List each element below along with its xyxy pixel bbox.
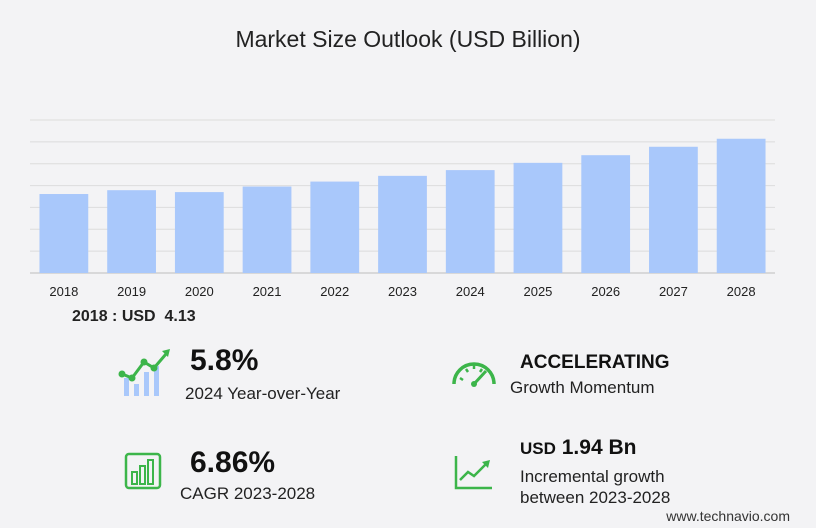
x-tick-label-2021: 2021 bbox=[253, 284, 282, 299]
incremental-currency: USD bbox=[520, 439, 556, 458]
base-year-value: 4.13 bbox=[164, 308, 196, 325]
x-tick-label-2028: 2028 bbox=[727, 284, 756, 299]
chart-title: Market Size Outlook (USD Billion) bbox=[235, 26, 581, 52]
x-tick-label-2022: 2022 bbox=[320, 284, 349, 299]
x-tick-label-2026: 2026 bbox=[591, 284, 620, 299]
incremental-value: USD 1.94 Bn bbox=[520, 436, 636, 460]
base-year-label: 2018 : USD 4.13 bbox=[72, 308, 196, 326]
x-tick-label-2025: 2025 bbox=[523, 284, 552, 299]
source-footer: www.technavio.com bbox=[666, 508, 790, 524]
x-tick-label-2027: 2027 bbox=[659, 284, 688, 299]
incremental-label-line2: between 2023-2028 bbox=[520, 488, 671, 507]
bar-2022 bbox=[310, 181, 360, 273]
bar-2025 bbox=[513, 162, 563, 273]
bar-2026 bbox=[581, 155, 631, 273]
base-year-prefix: 2018 : USD bbox=[72, 308, 156, 325]
bar-2020 bbox=[174, 192, 224, 273]
bar-2019 bbox=[107, 190, 156, 273]
bar-2024 bbox=[445, 170, 495, 273]
x-tick-label-2024: 2024 bbox=[456, 284, 485, 299]
cagr-label: CAGR 2023-2028 bbox=[180, 484, 316, 503]
yoy-value: 5.8% bbox=[190, 344, 259, 377]
x-tick-label-2018: 2018 bbox=[49, 284, 78, 299]
incremental-amount: 1.94 Bn bbox=[561, 436, 637, 459]
yoy-label: 2024 Year-over-Year bbox=[185, 384, 341, 403]
cagr-value: 6.86% bbox=[190, 446, 276, 479]
growth-chart-icon bbox=[118, 349, 170, 396]
speedometer-icon bbox=[452, 362, 496, 387]
x-tick-label-2020: 2020 bbox=[185, 284, 214, 299]
trend-line-icon bbox=[454, 456, 492, 490]
bar-chart: 2018 2019 2020 2021 2022 2023 2024 2025 2026 2027… bbox=[30, 119, 775, 299]
incremental-label: Incremental growth between 2023-2028 bbox=[520, 466, 670, 508]
x-tick-label-2019: 2019 bbox=[117, 284, 146, 299]
momentum-label: Growth Momentum bbox=[510, 378, 655, 397]
momentum-value: ACCELERATING bbox=[520, 352, 670, 373]
bar-2018 bbox=[39, 194, 89, 273]
bar-2028 bbox=[716, 138, 766, 273]
incremental-label-line1: Incremental growth bbox=[520, 467, 665, 486]
bar-2023 bbox=[378, 175, 427, 273]
x-tick-label-2023: 2023 bbox=[388, 284, 417, 299]
bar-2021 bbox=[242, 186, 292, 273]
bar-2027 bbox=[649, 146, 698, 273]
bar-chart-icon bbox=[124, 452, 162, 490]
